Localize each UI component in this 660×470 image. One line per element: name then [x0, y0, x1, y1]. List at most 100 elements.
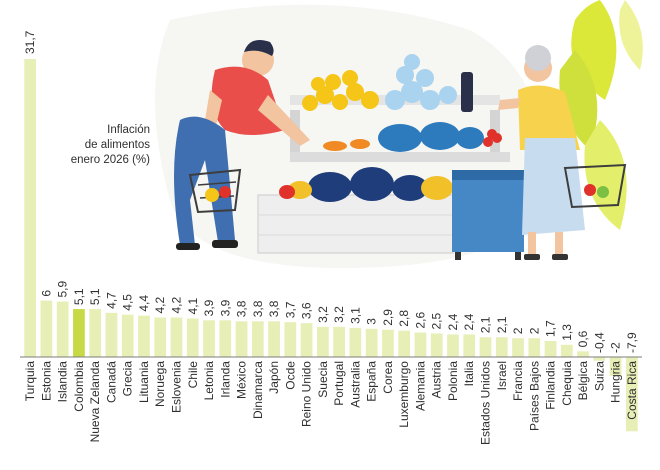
value-label-italia: 2,4	[462, 313, 476, 330]
category-label-suiza: Suiza	[592, 361, 606, 391]
value-label-costa-rica: -7,9	[625, 332, 639, 353]
value-label-letonia: 3,9	[202, 299, 216, 316]
value-label-turquia: 31,7	[23, 30, 37, 54]
category-label-luxemburgo: Luxemburgo	[397, 361, 411, 428]
bar-francia	[512, 338, 524, 357]
value-label-estados-unidos: 2,1	[479, 316, 493, 333]
bar-italia	[463, 334, 476, 357]
category-label-canada: Canadá	[104, 361, 118, 403]
value-label-suiza: -0,4	[592, 332, 606, 353]
category-label-estonia: Estonia	[39, 361, 53, 401]
bar-alemania	[414, 332, 427, 357]
bar-noruega	[154, 317, 167, 357]
value-label-australia: 3,1	[348, 307, 362, 324]
category-label-finlandia: Finlandia	[544, 361, 558, 410]
category-label-austria: Austria	[430, 361, 444, 399]
bar-mexico	[235, 321, 248, 357]
category-label-turquia: Turquia	[23, 361, 37, 402]
category-label-islandia: Islandia	[56, 361, 70, 403]
bar-hungria	[609, 357, 622, 376]
bar-letonia	[203, 320, 215, 357]
category-label-portugal: Portugal	[332, 361, 346, 406]
value-label-belgica: 0,6	[576, 330, 590, 347]
woman-shopper-icon	[498, 45, 627, 260]
bar-belgica	[577, 351, 589, 357]
category-label-italia: Italia	[462, 361, 476, 387]
vegetable-stall-icon	[257, 54, 524, 260]
value-label-finlandia: 1,7	[544, 320, 558, 337]
category-label-paises-bajos: Países Bajos	[527, 361, 541, 431]
category-label-chequia: Chequia	[560, 361, 574, 406]
value-label-irlanda: 3,9	[218, 299, 232, 316]
value-label-chile: 4,1	[186, 297, 200, 314]
bar-eslovenia	[170, 317, 183, 357]
value-label-colombia: 5,1	[72, 288, 86, 305]
category-label-ocde: Ocde	[283, 361, 297, 390]
value-label-alemania: 2,6	[413, 312, 427, 329]
bar-turquia	[24, 59, 36, 358]
bar-estonia	[40, 300, 53, 357]
bar-suiza	[593, 357, 606, 361]
bar-suecia	[317, 326, 329, 357]
category-label-belgica: Bélgica	[576, 361, 590, 401]
category-label-estados-unidos: Estados Unidos	[479, 361, 493, 445]
value-label-dinamarca: 3,8	[251, 300, 265, 317]
value-label-grecia: 4,5	[121, 294, 135, 311]
category-label-lituania: Lituania	[137, 361, 151, 403]
value-label-francia: 2	[511, 327, 525, 334]
bar-ocde	[284, 322, 297, 357]
chart-title: Inflación de alimentos enero 2026 (%)	[70, 124, 150, 166]
bar-paises-bajos	[528, 338, 541, 357]
bar-reino-unido	[300, 323, 313, 357]
category-label-dinamarca: Dinamarca	[251, 361, 265, 419]
category-label-nueva-zelanda: Nueva Zelanda	[88, 361, 102, 443]
bar-chequia	[560, 344, 573, 357]
value-label-noruega: 4,2	[153, 297, 167, 314]
bar-lituania	[138, 315, 150, 357]
category-label-eslovenia: Eslovenia	[170, 361, 184, 413]
bar-austria	[430, 333, 443, 357]
category-label-colombia: Colombia	[72, 361, 86, 412]
value-label-canada: 4,7	[104, 292, 118, 309]
category-label-corea: Corea	[381, 361, 395, 394]
bar-corea	[382, 329, 394, 357]
category-label-polonia: Polonia	[446, 361, 460, 401]
value-label-israel: 2,1	[495, 316, 509, 333]
category-label-israel: Israel	[495, 361, 509, 390]
value-label-reino-unido: 3,6	[300, 302, 314, 319]
category-label-hungria: Hungria	[609, 361, 623, 403]
value-label-estonia: 6	[39, 290, 53, 297]
bar-nueva-zelanda	[89, 309, 102, 357]
value-label-suecia: 3,2	[316, 306, 330, 323]
value-label-eslovenia: 4,2	[170, 297, 184, 314]
bar-portugal	[333, 326, 345, 357]
value-label-espana: 3	[365, 318, 379, 325]
bar-chile	[186, 318, 199, 357]
man-shopper-icon	[174, 39, 310, 250]
bar-finlandia	[544, 341, 557, 357]
value-label-chequia: 1,3	[560, 324, 574, 341]
value-label-paises-bajos: 2	[527, 327, 541, 334]
bar-espana	[365, 328, 378, 357]
value-label-portugal: 3,2	[332, 306, 346, 323]
bar-grecia	[121, 314, 134, 357]
bar-canada	[105, 312, 118, 357]
category-label-grecia: Grecia	[121, 361, 135, 397]
category-label-noruega: Noruega	[153, 361, 167, 407]
bar-luxemburgo	[398, 330, 411, 357]
category-label-francia: Francia	[511, 361, 525, 401]
value-label-nueva-zelanda: 5,1	[88, 288, 102, 305]
value-label-mexico: 3,8	[235, 300, 249, 317]
value-label-hungria: -2	[609, 342, 623, 353]
bar-estados-unidos	[479, 337, 492, 357]
category-label-australia: Australia	[348, 361, 362, 408]
value-label-japon: 3,8	[267, 300, 281, 317]
category-label-letonia: Letonia	[202, 361, 216, 401]
bar-australia	[349, 327, 362, 357]
category-label-reino-unido: Reino Unido	[300, 361, 314, 427]
category-label-espana: España	[365, 361, 379, 402]
value-label-ocde: 3,7	[283, 301, 297, 318]
